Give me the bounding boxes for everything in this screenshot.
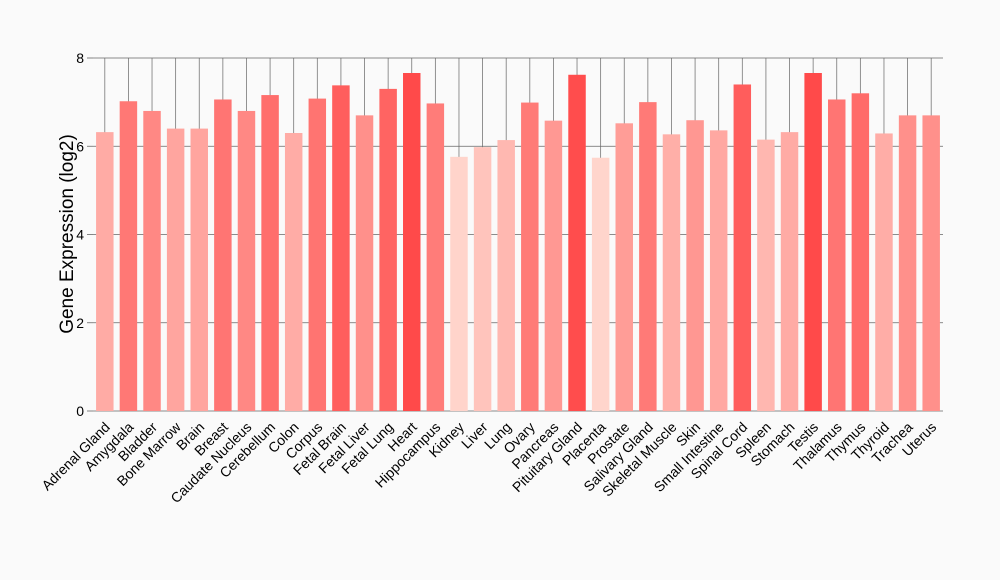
y-tick-label: 0 — [76, 403, 84, 419]
bar — [355, 115, 374, 412]
bar — [261, 95, 279, 411]
bar — [284, 133, 303, 411]
bar — [166, 128, 185, 411]
bar — [544, 120, 563, 411]
bar — [237, 110, 256, 411]
bar — [591, 157, 610, 411]
y-ticks-layer: 0 2 4 6 8 — [76, 50, 93, 419]
bar — [686, 120, 704, 411]
bar — [568, 74, 586, 411]
bar — [119, 101, 138, 412]
bar — [497, 140, 515, 411]
bar — [804, 73, 822, 411]
y-tick-label: 8 — [76, 50, 84, 66]
bar — [709, 130, 728, 412]
bar — [780, 132, 799, 411]
y-tick-label: 4 — [76, 227, 84, 243]
bar — [521, 102, 539, 411]
bars-layer — [96, 73, 940, 412]
y-tick-label: 6 — [76, 138, 84, 154]
bar — [308, 98, 327, 411]
bar — [828, 99, 846, 411]
bar — [96, 132, 114, 411]
bar — [851, 93, 870, 412]
bar — [733, 84, 752, 411]
bar — [332, 85, 350, 412]
bar — [898, 115, 917, 412]
bar — [662, 134, 681, 411]
bar — [143, 110, 161, 411]
bar — [190, 128, 208, 411]
bar — [473, 147, 492, 411]
bar — [757, 139, 775, 411]
bar — [426, 103, 445, 411]
bar — [214, 99, 232, 411]
bar — [450, 156, 468, 411]
bar — [615, 123, 633, 412]
bar — [922, 115, 940, 412]
bar — [639, 102, 657, 411]
y-tick-label: 2 — [76, 315, 84, 331]
bar — [403, 73, 421, 411]
bar — [875, 133, 893, 412]
bar — [379, 88, 397, 411]
y-axis-title: Gene Expression (log2) — [57, 134, 78, 334]
